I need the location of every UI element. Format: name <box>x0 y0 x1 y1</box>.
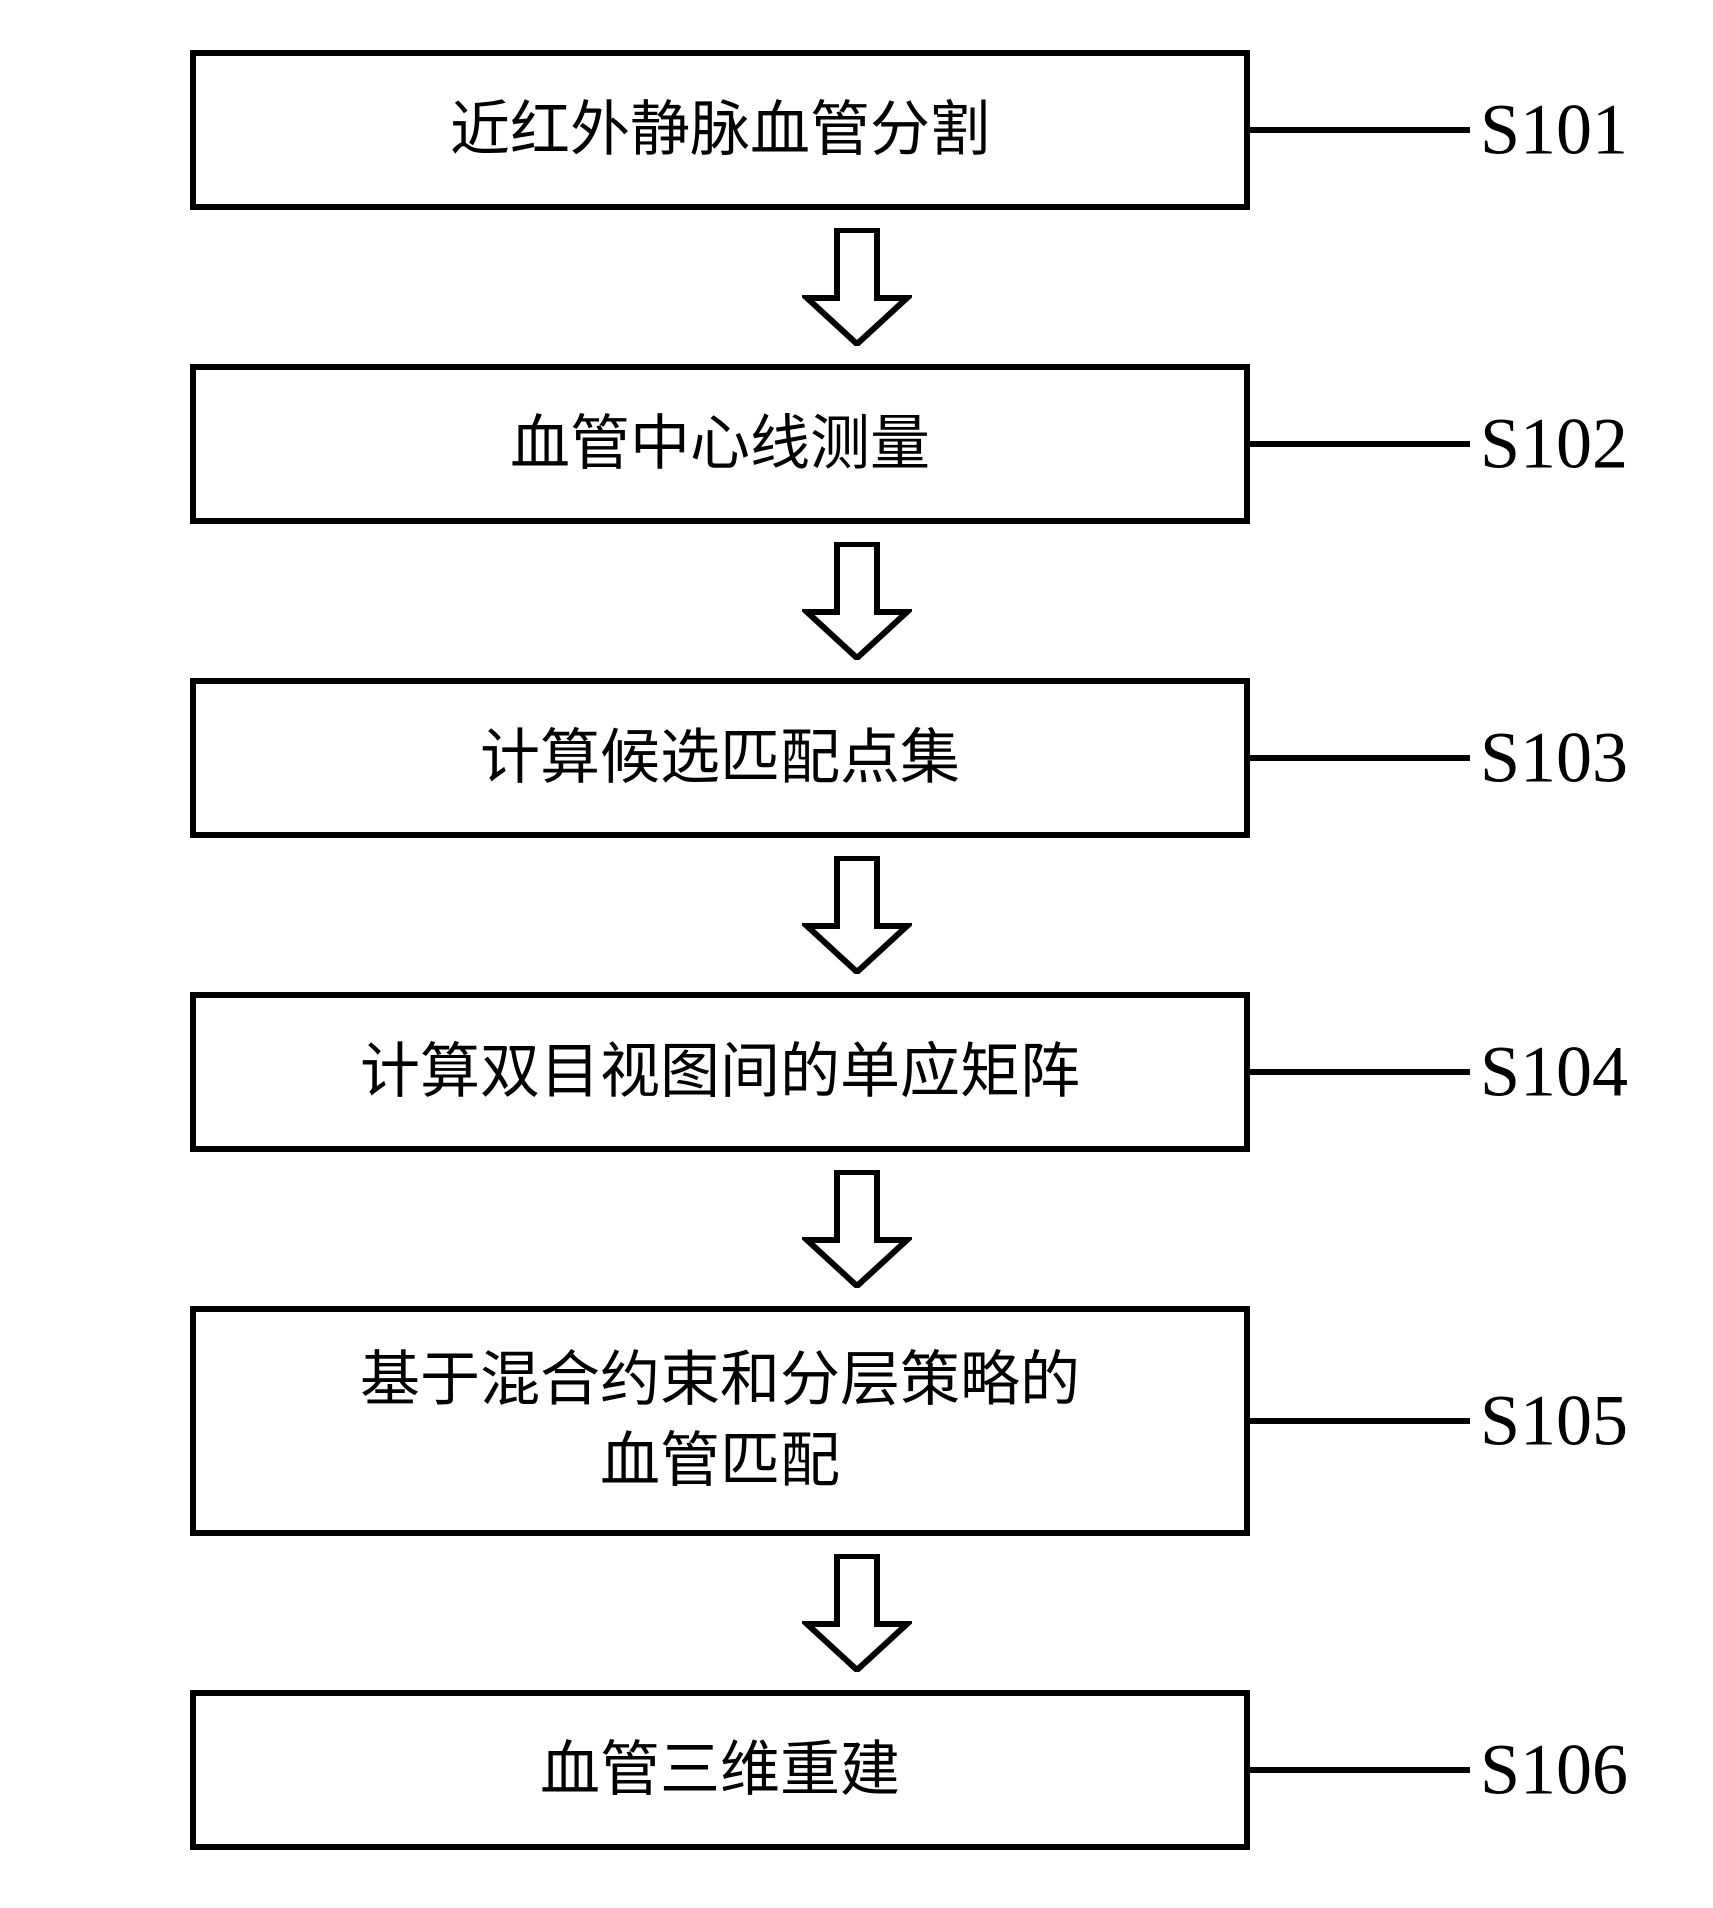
label-connector <box>1250 1767 1470 1773</box>
step-label: S106 <box>1480 1729 1628 1812</box>
label-connector <box>1250 127 1470 133</box>
flow-box-s105: 基于混合约束和分层策略的 血管匹配 <box>190 1306 1250 1536</box>
step-label: S103 <box>1480 717 1628 800</box>
flow-box-s102: 血管中心线测量 <box>190 364 1250 524</box>
flowchart: 近红外静脉血管分割 S101 血管中心线测量 S102 计算候选匹配点集 S103 计… <box>0 50 1713 1850</box>
label-connector <box>1250 1418 1470 1424</box>
flow-step: 计算候选匹配点集 S103 <box>0 678 1713 838</box>
step-label: S101 <box>1480 89 1628 172</box>
flow-box-text: 计算双目视图间的单应矩阵 <box>360 1032 1080 1113</box>
arrow-down-icon <box>802 856 912 974</box>
step-label: S102 <box>1480 403 1628 486</box>
flowchart-canvas: 近红外静脉血管分割 S101 血管中心线测量 S102 计算候选匹配点集 S103 计… <box>0 0 1713 1908</box>
label-connector <box>1250 755 1470 761</box>
flow-box-text: 近红外静脉血管分割 <box>450 90 990 171</box>
flow-box-s103: 计算候选匹配点集 <box>190 678 1250 838</box>
arrow-down-icon <box>802 542 912 660</box>
flow-step: 基于混合约束和分层策略的 血管匹配 S105 <box>0 1306 1713 1536</box>
label-connector <box>1250 1069 1470 1075</box>
step-label: S105 <box>1480 1380 1628 1463</box>
flow-step: 血管三维重建 S106 <box>0 1690 1713 1850</box>
flow-box-text: 计算候选匹配点集 <box>480 718 960 799</box>
flow-box-s104: 计算双目视图间的单应矩阵 <box>190 992 1250 1152</box>
flow-step: 计算双目视图间的单应矩阵 S104 <box>0 992 1713 1152</box>
flow-step: 近红外静脉血管分割 S101 <box>0 50 1713 210</box>
flow-box-s106: 血管三维重建 <box>190 1690 1250 1850</box>
flow-box-s101: 近红外静脉血管分割 <box>190 50 1250 210</box>
arrow-down-icon <box>802 228 912 346</box>
arrow-down-icon <box>802 1554 912 1672</box>
arrow-down-icon <box>802 1170 912 1288</box>
label-connector <box>1250 441 1470 447</box>
flow-step: 血管中心线测量 S102 <box>0 364 1713 524</box>
flow-box-text: 基于混合约束和分层策略的 血管匹配 <box>360 1340 1080 1502</box>
step-label: S104 <box>1480 1031 1628 1114</box>
flow-box-text: 血管中心线测量 <box>510 404 930 485</box>
flow-box-text: 血管三维重建 <box>540 1730 900 1811</box>
